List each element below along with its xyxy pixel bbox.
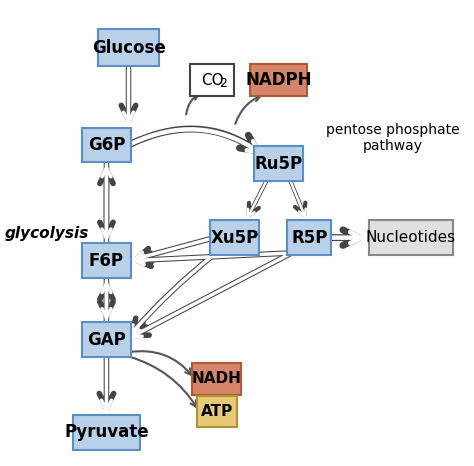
Text: glycolysis: glycolysis: [5, 226, 89, 240]
FancyBboxPatch shape: [210, 220, 259, 255]
FancyBboxPatch shape: [250, 64, 307, 96]
Text: NADH: NADH: [192, 371, 242, 386]
Text: NADPH: NADPH: [245, 71, 312, 89]
Text: 2: 2: [219, 77, 228, 90]
Text: ATP: ATP: [201, 404, 233, 419]
FancyBboxPatch shape: [197, 396, 237, 427]
Text: GAP: GAP: [87, 330, 126, 349]
Text: Glucose: Glucose: [91, 39, 165, 57]
Text: pentose phosphate
pathway: pentose phosphate pathway: [327, 123, 460, 153]
FancyBboxPatch shape: [98, 29, 159, 66]
Text: Ru5P: Ru5P: [255, 155, 302, 172]
FancyBboxPatch shape: [73, 415, 139, 450]
Text: R5P: R5P: [291, 229, 328, 247]
FancyBboxPatch shape: [82, 128, 131, 162]
Text: Pyruvate: Pyruvate: [64, 423, 149, 441]
Text: G6P: G6P: [88, 136, 125, 154]
FancyBboxPatch shape: [192, 363, 241, 395]
Text: Xu5P: Xu5P: [210, 229, 258, 247]
FancyBboxPatch shape: [82, 322, 131, 357]
FancyBboxPatch shape: [287, 220, 331, 255]
Text: F6P: F6P: [89, 252, 124, 270]
FancyBboxPatch shape: [82, 243, 131, 278]
FancyBboxPatch shape: [254, 146, 303, 181]
FancyBboxPatch shape: [369, 220, 453, 255]
Text: CO: CO: [201, 73, 224, 88]
Text: Nucleotides: Nucleotides: [366, 230, 456, 245]
FancyBboxPatch shape: [190, 64, 235, 96]
